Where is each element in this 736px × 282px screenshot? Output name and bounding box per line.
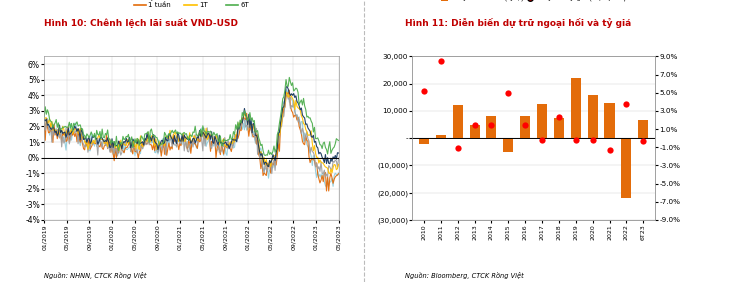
Bar bbox=[520, 116, 530, 138]
Bar bbox=[638, 120, 648, 138]
Bar bbox=[554, 118, 564, 138]
Bar bbox=[621, 138, 631, 198]
Bar bbox=[604, 103, 615, 138]
Legend: Qua đêm, 1 tuần, 2 tuần, 1T, 3T, 6T: Qua đêm, 1 tuần, 2 tuần, 1T, 3T, 6T bbox=[131, 0, 252, 11]
Legend: Thay đổi DTNH (tỷ $), Thay đổi tỷ giá (trục phải): Thay đổi DTNH (tỷ $), Thay đổi tỷ giá (t… bbox=[438, 0, 629, 5]
Bar bbox=[587, 94, 598, 138]
Text: Hình 10: Chênh lệch lãi suất VND-USD: Hình 10: Chênh lệch lãi suất VND-USD bbox=[44, 18, 238, 28]
Text: Nguồn: Bloomberg, CTCK Rồng Việt: Nguồn: Bloomberg, CTCK Rồng Việt bbox=[405, 272, 523, 279]
Text: Hình 11: Diễn biến dự trữ ngoại hối và tỷ giá: Hình 11: Diễn biến dự trữ ngoại hối và t… bbox=[405, 18, 631, 28]
Bar bbox=[453, 105, 463, 138]
Bar bbox=[436, 135, 446, 138]
Bar bbox=[537, 104, 547, 138]
Bar bbox=[470, 125, 480, 138]
Bar bbox=[419, 138, 429, 144]
Bar bbox=[486, 116, 497, 138]
Bar bbox=[503, 138, 514, 152]
Text: Nguồn: NHNN, CTCK Rồng Việt: Nguồn: NHNN, CTCK Rồng Việt bbox=[44, 272, 146, 279]
Bar bbox=[570, 78, 581, 138]
